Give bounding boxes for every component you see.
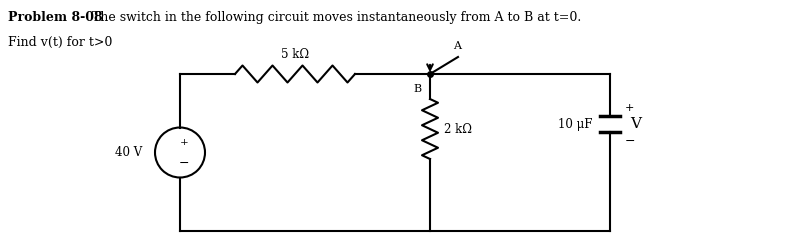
Text: −: −	[625, 135, 635, 148]
Text: +: +	[625, 103, 634, 113]
Text: B: B	[414, 84, 422, 94]
Text: −: −	[179, 157, 189, 170]
Text: A: A	[453, 41, 461, 51]
Text: 40 V: 40 V	[115, 146, 142, 159]
Text: V: V	[630, 117, 641, 131]
Text: 5 kΩ: 5 kΩ	[281, 48, 309, 61]
Text: +: +	[180, 138, 188, 147]
Text: Find v(t) for t>0: Find v(t) for t>0	[8, 36, 113, 49]
Text: 10 μF: 10 μF	[557, 118, 592, 130]
Text: Problem 8-08: Problem 8-08	[8, 11, 102, 24]
Text: The switch in the following circuit moves instantaneously from A to B at t=0.: The switch in the following circuit move…	[88, 11, 582, 24]
Text: 2 kΩ: 2 kΩ	[444, 123, 472, 135]
